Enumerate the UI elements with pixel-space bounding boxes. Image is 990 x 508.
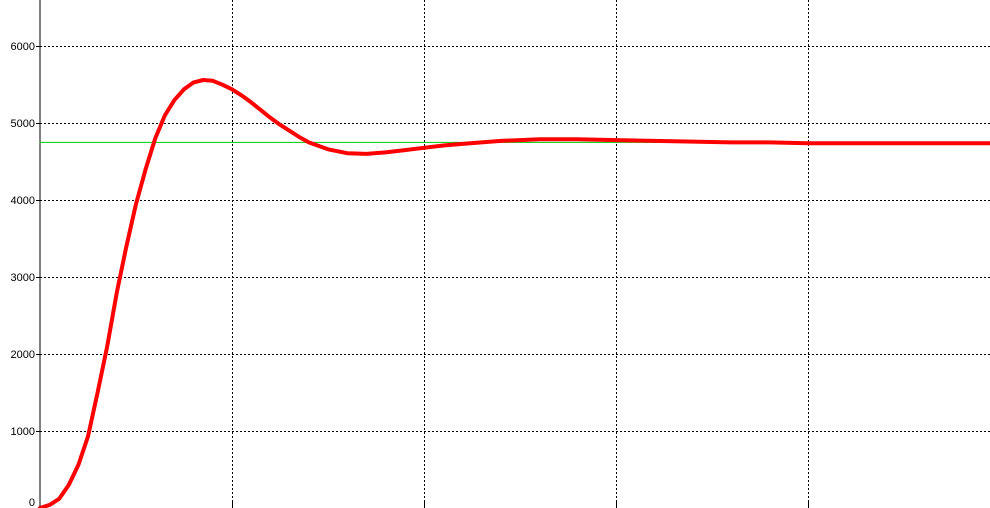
series-lines [38,78,990,508]
y-tick-label: 6000 [11,41,35,53]
y-tick-label: 5000 [11,118,35,130]
y-tick-label: 4000 [11,195,35,207]
y-tick-labels: 0 1000 2000 3000 4000 5000 6000 [11,41,40,508]
y-tick-label: 2000 [11,349,35,361]
response-series-line [38,78,990,508]
y-tick-label: 3000 [11,272,35,284]
y-tick-label: 0 [29,497,35,508]
y-tick-label: 1000 [11,426,35,438]
grid [40,0,990,508]
